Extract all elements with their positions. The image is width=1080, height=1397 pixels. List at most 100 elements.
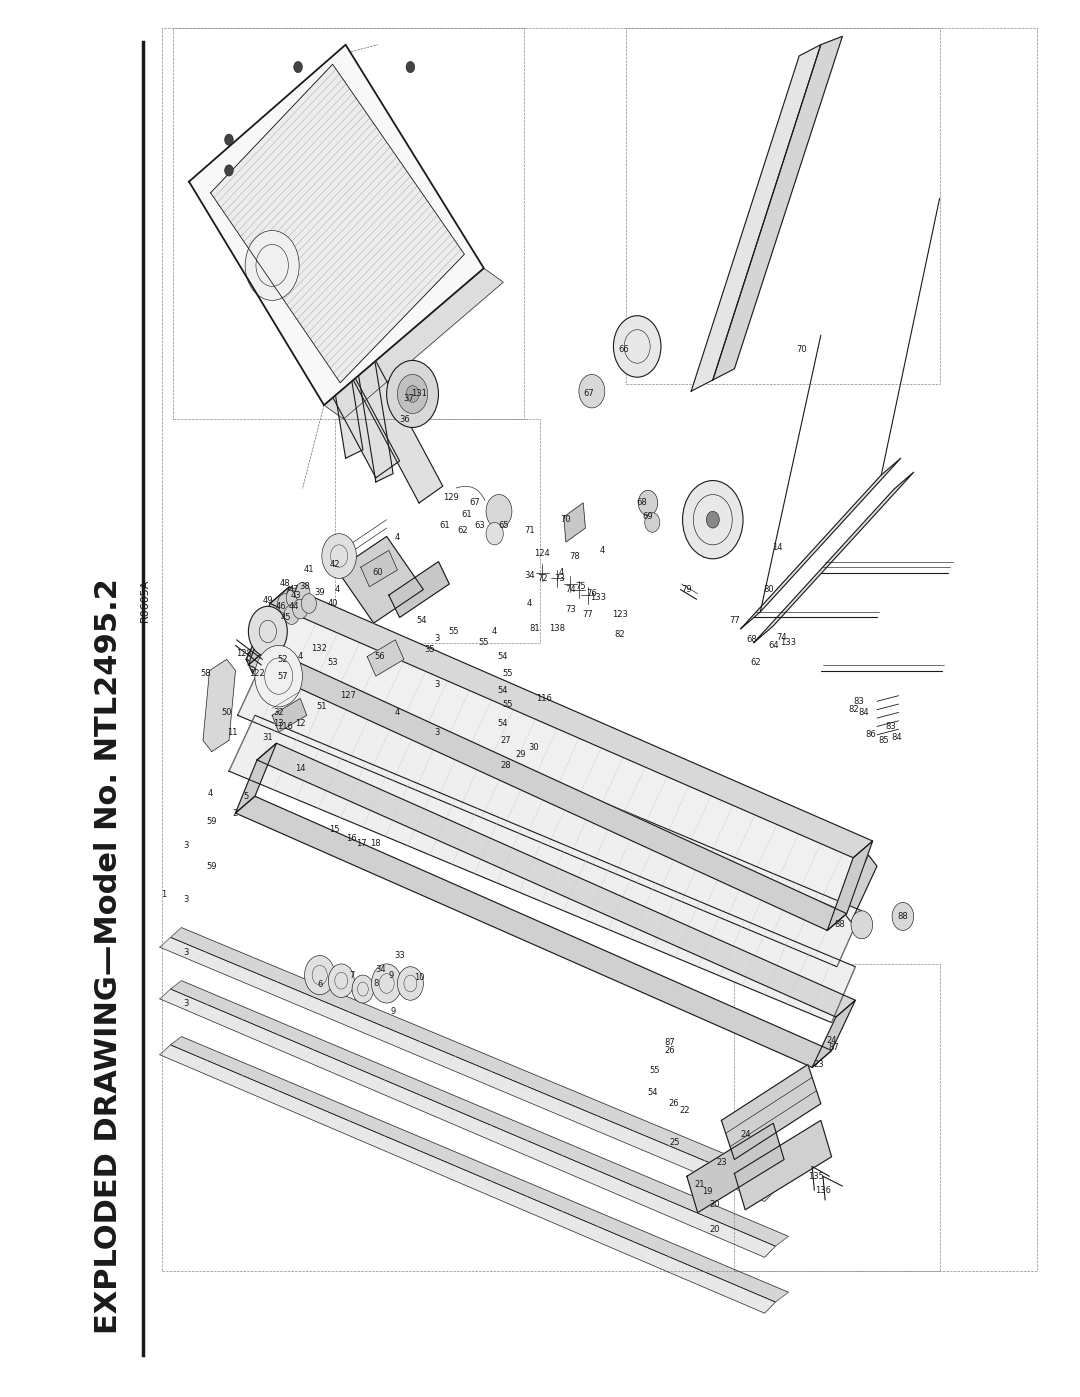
Polygon shape <box>361 550 397 587</box>
Circle shape <box>322 534 356 578</box>
Polygon shape <box>211 64 464 383</box>
Polygon shape <box>160 989 775 1257</box>
Text: 34: 34 <box>375 965 386 974</box>
Text: 67: 67 <box>583 390 594 398</box>
Text: 4: 4 <box>395 708 400 717</box>
Circle shape <box>406 61 415 73</box>
Polygon shape <box>842 855 877 922</box>
Text: 26: 26 <box>669 1099 679 1108</box>
Text: 11: 11 <box>227 728 238 736</box>
Text: 42: 42 <box>329 560 340 569</box>
Text: 25: 25 <box>670 1139 680 1147</box>
Circle shape <box>225 165 233 176</box>
Text: 71: 71 <box>524 527 535 535</box>
Text: 116: 116 <box>537 694 552 703</box>
Polygon shape <box>238 659 862 967</box>
Text: 19: 19 <box>702 1187 713 1196</box>
Text: 55: 55 <box>478 638 489 647</box>
Text: 68: 68 <box>746 636 757 644</box>
Circle shape <box>486 522 503 545</box>
Text: 1: 1 <box>162 890 166 898</box>
Text: 10: 10 <box>414 974 424 982</box>
Text: 23: 23 <box>813 1060 824 1069</box>
Text: 83: 83 <box>853 697 864 705</box>
Text: 69: 69 <box>643 513 653 521</box>
Circle shape <box>851 911 873 939</box>
Text: 124: 124 <box>535 549 550 557</box>
Circle shape <box>579 374 605 408</box>
Circle shape <box>892 902 914 930</box>
Text: 13: 13 <box>273 719 284 728</box>
Text: 29: 29 <box>515 750 526 759</box>
Text: 36: 36 <box>400 415 410 423</box>
Text: 3: 3 <box>435 680 440 689</box>
Text: 88: 88 <box>897 912 908 921</box>
Text: 26: 26 <box>664 1046 675 1055</box>
Text: 76: 76 <box>586 590 597 598</box>
Text: 4: 4 <box>527 599 531 608</box>
Text: 82: 82 <box>615 630 625 638</box>
Polygon shape <box>171 928 788 1190</box>
Circle shape <box>406 386 419 402</box>
Text: 54: 54 <box>416 616 427 624</box>
Circle shape <box>278 594 293 613</box>
Text: 116: 116 <box>278 722 293 731</box>
Text: 3: 3 <box>435 728 440 736</box>
Text: 136: 136 <box>815 1186 831 1194</box>
Text: 81: 81 <box>529 624 540 633</box>
Polygon shape <box>741 458 901 629</box>
Text: 16: 16 <box>346 834 356 842</box>
Text: 70: 70 <box>796 345 807 353</box>
Text: 3: 3 <box>435 634 440 643</box>
Circle shape <box>245 231 299 300</box>
Text: 2: 2 <box>233 809 238 817</box>
Text: 24: 24 <box>740 1130 751 1139</box>
Polygon shape <box>272 698 307 732</box>
Text: 31: 31 <box>262 733 273 742</box>
Text: 4: 4 <box>298 652 302 661</box>
Text: 28: 28 <box>500 761 511 770</box>
Text: 3: 3 <box>184 999 188 1007</box>
Text: 77: 77 <box>729 616 740 624</box>
Polygon shape <box>337 536 423 623</box>
Polygon shape <box>367 640 404 676</box>
Text: 27: 27 <box>500 736 511 745</box>
Text: 72: 72 <box>537 574 548 583</box>
Polygon shape <box>691 45 821 391</box>
Polygon shape <box>324 268 503 419</box>
Text: 63: 63 <box>474 521 485 529</box>
Polygon shape <box>564 503 585 542</box>
Text: 66: 66 <box>619 345 630 353</box>
Text: 127: 127 <box>340 692 355 700</box>
Text: 20: 20 <box>710 1225 720 1234</box>
Text: 133: 133 <box>781 638 796 647</box>
Text: 20: 20 <box>710 1200 720 1208</box>
Circle shape <box>248 606 287 657</box>
Polygon shape <box>322 305 443 503</box>
Text: 4: 4 <box>492 627 497 636</box>
Circle shape <box>372 964 402 1003</box>
Text: 24: 24 <box>826 1037 837 1045</box>
Polygon shape <box>248 587 289 665</box>
Circle shape <box>397 374 428 414</box>
Text: 18: 18 <box>370 840 381 848</box>
Text: 47: 47 <box>288 585 299 594</box>
Text: 70: 70 <box>561 515 571 524</box>
Circle shape <box>294 61 302 73</box>
Text: 52: 52 <box>278 655 288 664</box>
Text: 14: 14 <box>772 543 783 552</box>
Text: 83: 83 <box>886 722 896 731</box>
Text: 55: 55 <box>448 627 459 636</box>
Text: 86: 86 <box>865 731 876 739</box>
Text: 79: 79 <box>681 585 692 594</box>
Text: 40: 40 <box>327 599 338 608</box>
Text: 54: 54 <box>497 686 508 694</box>
Text: 4: 4 <box>208 789 213 798</box>
Polygon shape <box>713 36 842 380</box>
Text: 33: 33 <box>394 951 405 960</box>
Text: 128: 128 <box>237 650 252 658</box>
Text: 87: 87 <box>828 1044 839 1052</box>
Polygon shape <box>203 659 235 752</box>
Text: 131: 131 <box>411 390 427 398</box>
Text: 129: 129 <box>444 493 459 502</box>
